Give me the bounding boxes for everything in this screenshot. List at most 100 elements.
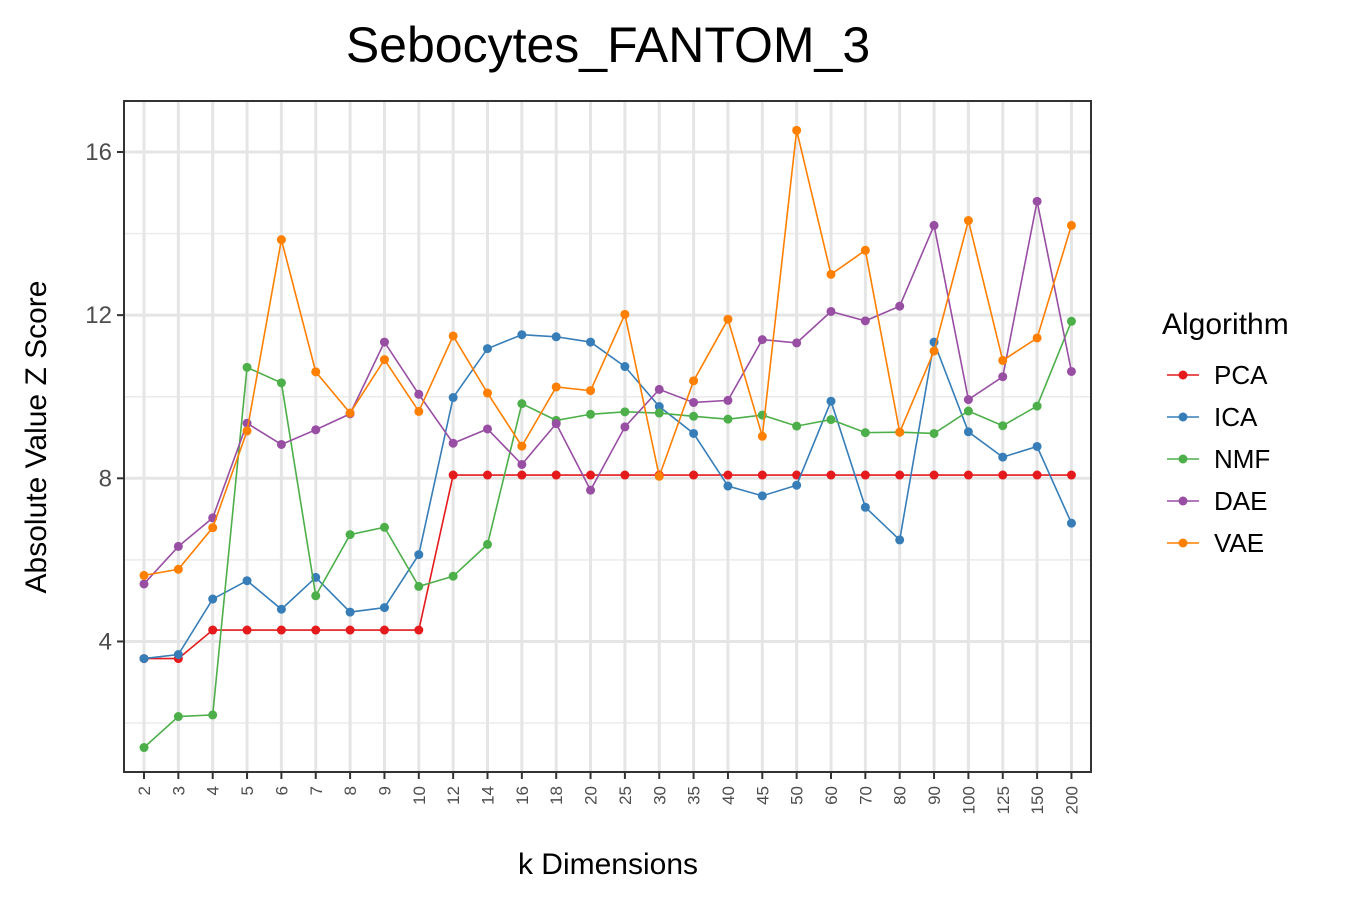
data-point-pca	[895, 470, 905, 480]
data-point-pca	[551, 470, 561, 480]
data-point-vae	[551, 382, 561, 392]
data-point-pca	[517, 470, 527, 480]
data-point-dae	[792, 338, 802, 348]
data-point-pca	[998, 470, 1008, 480]
data-point-nmf	[792, 421, 802, 431]
legend-key-point	[1178, 412, 1188, 422]
data-point-dae	[689, 397, 699, 407]
data-point-pca	[757, 470, 767, 480]
data-point-vae	[620, 309, 630, 319]
data-point-ica	[895, 535, 905, 545]
data-point-vae	[895, 427, 905, 437]
data-point-pca	[586, 470, 596, 480]
data-point-ica	[345, 607, 355, 617]
data-point-ica	[826, 396, 836, 406]
legend-key-point	[1178, 496, 1188, 506]
data-point-nmf	[517, 399, 527, 409]
data-point-pca	[689, 470, 699, 480]
data-point-vae	[1066, 220, 1076, 230]
plot-panel	[124, 101, 1091, 772]
data-point-vae	[483, 388, 492, 398]
data-point-dae	[139, 579, 149, 589]
data-point-dae	[517, 459, 527, 469]
x-tick-label: 7	[307, 786, 326, 795]
x-axis-title: k Dimensions	[518, 848, 698, 881]
data-point-dae	[414, 389, 424, 399]
data-point-dae	[173, 541, 183, 551]
data-point-ica	[483, 344, 492, 354]
data-point-pca	[208, 625, 218, 635]
data-point-vae	[242, 426, 252, 436]
x-tick-label: 35	[685, 786, 704, 805]
data-point-dae	[551, 419, 561, 429]
series-line-dae	[143, 201, 1073, 585]
data-point-ica	[276, 604, 286, 614]
data-point-nmf	[242, 362, 252, 372]
data-point-pca	[723, 470, 733, 480]
x-tick-label: 80	[891, 786, 910, 805]
legend-label-vae: VAE	[1214, 528, 1264, 558]
x-tick-label: 60	[822, 786, 841, 805]
x-tick-label: 30	[650, 786, 669, 805]
data-point-vae	[998, 355, 1008, 365]
legend-item-pca: PCA	[1167, 360, 1268, 390]
data-point-dae	[242, 418, 252, 428]
data-point-ica	[1032, 441, 1042, 451]
legend-item-nmf: NMF	[1167, 444, 1270, 474]
major-gridlines	[124, 101, 1091, 772]
data-point-ica	[998, 452, 1008, 462]
y-tick-label: 16	[85, 139, 112, 166]
x-tick-label: 2	[135, 786, 154, 795]
series-line-pca	[144, 474, 1072, 660]
data-point-nmf	[448, 571, 458, 581]
data-point-nmf	[208, 710, 218, 720]
y-axis: 4 8 12 16	[85, 139, 124, 655]
x-tick-label: 45	[753, 786, 772, 805]
data-point-ica	[586, 337, 596, 347]
data-point-pca	[1032, 470, 1042, 480]
data-point-pca	[345, 625, 355, 635]
data-point-pca	[860, 470, 870, 480]
data-point-nmf	[586, 409, 596, 419]
data-point-dae	[929, 220, 939, 230]
y-tick-label: 12	[85, 302, 112, 329]
legend: Algorithm PCA ICA NMF DAE VAE	[1162, 308, 1289, 558]
data-point-ica	[242, 576, 252, 586]
x-tick-label: 20	[582, 786, 601, 805]
data-point-ica	[792, 480, 802, 490]
data-point-pca	[963, 470, 973, 480]
plot-border	[123, 100, 1092, 773]
data-point-vae	[757, 431, 767, 441]
data-point-pca	[929, 470, 939, 480]
x-tick-label: 9	[375, 786, 394, 795]
data-point-vae	[448, 331, 458, 341]
data-point-pca	[483, 470, 492, 480]
data-point-vae	[139, 570, 149, 580]
data-point-dae	[379, 337, 389, 347]
series-nmf	[139, 316, 1076, 753]
legend-item-dae: DAE	[1167, 486, 1267, 516]
y-tick-label: 4	[99, 628, 112, 655]
data-point-pca	[414, 625, 424, 635]
legend-label-pca: PCA	[1214, 360, 1268, 390]
data-point-vae	[929, 346, 939, 356]
chart-title: Sebocytes_FANTOM_3	[346, 17, 870, 73]
data-point-nmf	[483, 539, 492, 549]
data-point-ica	[654, 402, 664, 412]
data-point-nmf	[826, 415, 836, 425]
data-point-dae	[311, 425, 321, 435]
x-tick-label: 40	[719, 786, 738, 805]
data-point-nmf	[929, 428, 939, 438]
data-point-dae	[1066, 366, 1076, 376]
x-tick-label: 6	[272, 786, 291, 795]
data-point-nmf	[345, 530, 355, 540]
series-line-vae	[143, 130, 1073, 577]
data-point-nmf	[139, 743, 149, 753]
legend-title: Algorithm	[1162, 308, 1289, 341]
data-point-pca	[242, 625, 252, 635]
data-point-ica	[414, 550, 424, 560]
data-point-nmf	[173, 712, 183, 722]
data-point-nmf	[1066, 316, 1076, 326]
data-point-ica	[139, 654, 149, 664]
data-point-vae	[826, 269, 836, 279]
